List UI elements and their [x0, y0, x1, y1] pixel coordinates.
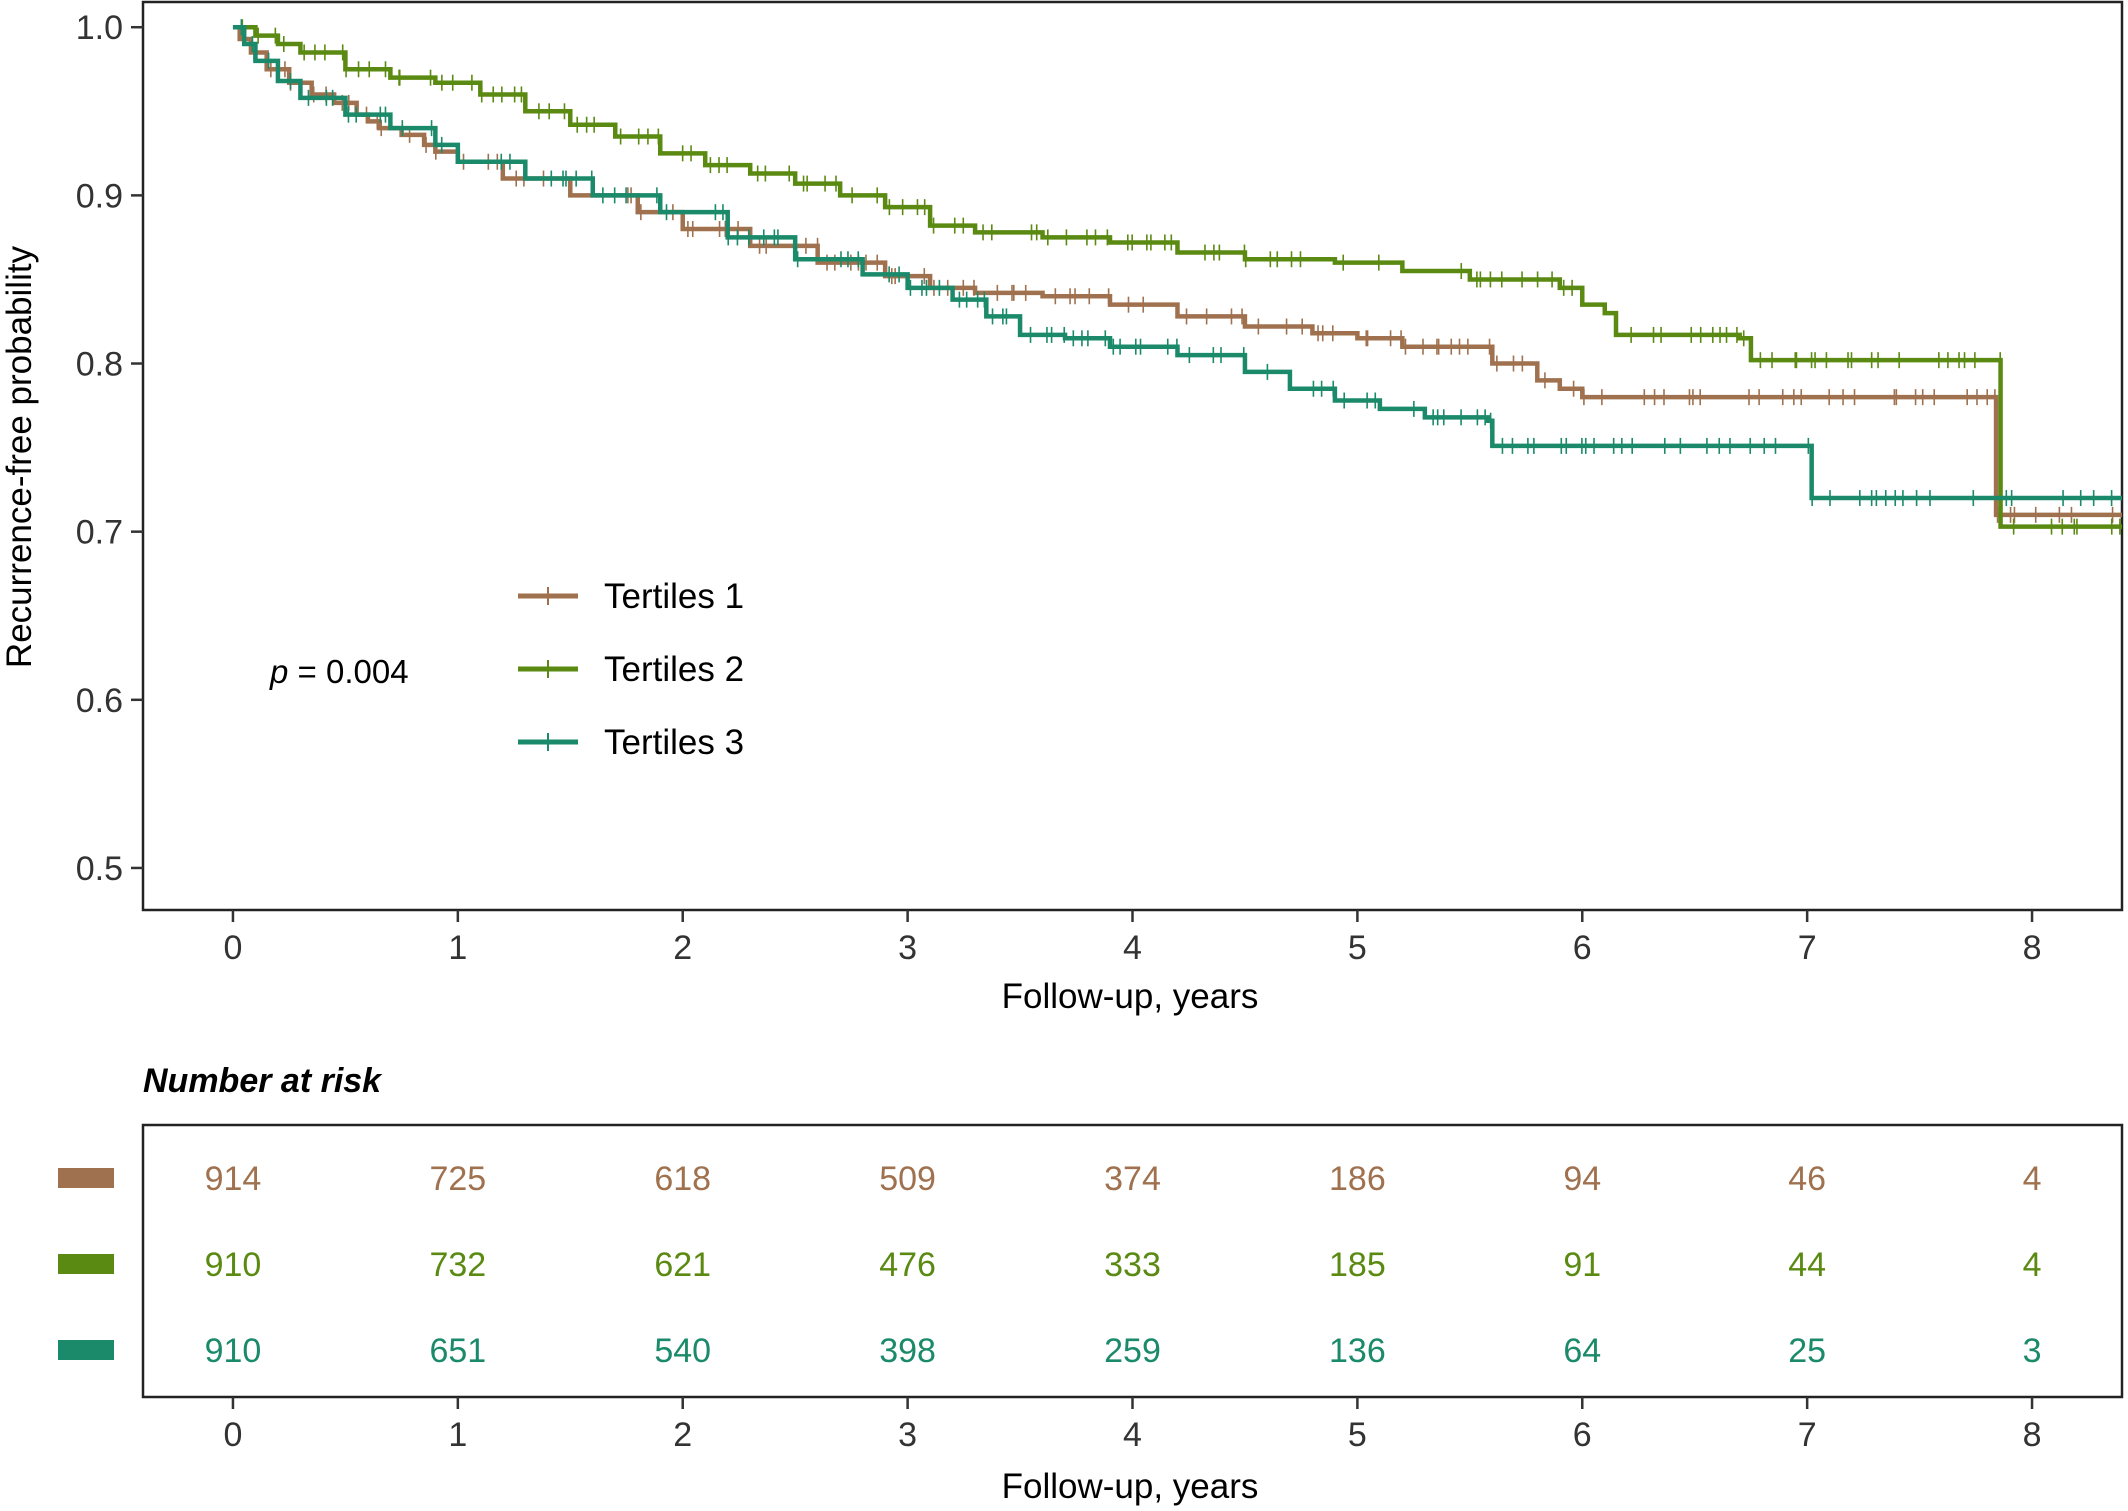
legend-item-3: Tertiles 3	[518, 723, 744, 762]
y-axis: 0.5 0.6 0.7 0.8 0.9 1.0	[76, 9, 143, 888]
p-symbol: p	[269, 653, 288, 690]
x-tick-label-3: 3	[898, 929, 917, 967]
x-tick-label-0: 0	[223, 929, 242, 967]
risk-value: 374	[1104, 1160, 1161, 1198]
risk-x-tick-label-8: 8	[2023, 1416, 2042, 1454]
risk-value: 186	[1329, 1160, 1386, 1198]
legend-label-3: Tertiles 3	[604, 723, 744, 762]
risk-value: 540	[654, 1332, 711, 1370]
y-tick-label-4: 0.9	[76, 177, 123, 215]
x-axis-title: Follow-up, years	[1002, 977, 1259, 1016]
risk-table-border	[141, 1123, 2124, 1399]
x-tick-label-2: 2	[673, 929, 692, 967]
risk-value: 3	[2023, 1332, 2042, 1370]
risk-value: 914	[205, 1160, 262, 1198]
legend-label-1: Tertiles 1	[604, 577, 744, 616]
risk-x-tick-label-7: 7	[1798, 1416, 1817, 1454]
risk-x-tick-label-4: 4	[1123, 1416, 1142, 1454]
curve-3	[232, 19, 2122, 507]
risk-table-title: Number at risk	[143, 1062, 383, 1100]
legend-item-2: Tertiles 2	[518, 650, 744, 689]
censor-marks-2	[241, 19, 2121, 535]
risk-value: 25	[1788, 1332, 1826, 1370]
x-tick-label-4: 4	[1123, 929, 1142, 967]
risk-value: 910	[205, 1332, 262, 1370]
x-tick-label-1: 1	[448, 929, 467, 967]
risk-value: 46	[1788, 1160, 1826, 1198]
risk-value: 4	[2023, 1160, 2042, 1198]
risk-row-2: 910 732 621 476 333 185 91 44 4	[58, 1246, 2042, 1284]
risk-value: 136	[1329, 1332, 1386, 1370]
y-tick-label-3: 0.8	[76, 346, 123, 384]
risk-x-tick-label-5: 5	[1348, 1416, 1367, 1454]
legend-item-1: Tertiles 1	[518, 577, 744, 616]
risk-row-key-1	[58, 1168, 114, 1188]
p-value-annotation: p = 0.004	[269, 653, 409, 690]
risk-value: 44	[1788, 1246, 1826, 1284]
curve-line-2	[232, 24, 2122, 529]
x-tick-label-8: 8	[2023, 929, 2042, 967]
curve-2	[232, 19, 2122, 535]
risk-value: 725	[429, 1160, 486, 1198]
p-value: = 0.004	[288, 653, 408, 690]
risk-value: 651	[429, 1332, 486, 1370]
x-tick-label-7: 7	[1798, 929, 1817, 967]
risk-value: 94	[1563, 1160, 1601, 1198]
risk-value: 333	[1104, 1246, 1161, 1284]
censor-marks-1	[253, 44, 2114, 523]
risk-value: 4	[2023, 1246, 2042, 1284]
risk-value: 732	[429, 1246, 486, 1284]
risk-x-axis-title: Follow-up, years	[1002, 1467, 1259, 1506]
risk-x-tick-label-6: 6	[1573, 1416, 1592, 1454]
risk-value: 91	[1563, 1246, 1601, 1284]
censor-marks-3	[240, 19, 2113, 507]
risk-value: 185	[1329, 1246, 1386, 1284]
risk-x-tick-label-3: 3	[898, 1416, 917, 1454]
curve-line-3	[232, 24, 2122, 501]
risk-value: 618	[654, 1160, 711, 1198]
risk-value: 509	[879, 1160, 936, 1198]
y-axis-title: Recurrence-free probability	[0, 245, 39, 668]
risk-x-tick-label-0: 0	[223, 1416, 242, 1454]
survival-plot: 0.5 0.6 0.7 0.8 0.9 1.0 0 1 2 3 4 5 6 7 8 Recurrence-…	[0, 0, 2124, 1016]
y-tick-label-5: 1.0	[76, 9, 123, 47]
y-tick-label-2: 0.7	[76, 514, 123, 552]
y-tick-label-1: 0.6	[76, 682, 123, 720]
survival-curves	[232, 19, 2122, 535]
legend: Tertiles 1 Tertiles 2 Tertiles 3	[518, 577, 744, 762]
plot-panel-border	[141, 0, 2124, 912]
y-tick-label-0: 0.5	[76, 850, 123, 888]
x-axis: 0 1 2 3 4 5 6 7 8	[223, 910, 2042, 967]
risk-value: 910	[205, 1246, 262, 1284]
risk-x-tick-label-2: 2	[673, 1416, 692, 1454]
x-tick-label-5: 5	[1348, 929, 1367, 967]
risk-x-axis: 0 1 2 3 4 5 6 7 8	[223, 1397, 2042, 1454]
x-tick-label-6: 6	[1573, 929, 1592, 967]
risk-table: Number at risk 914 725 618 509 374 186 94 46 491…	[58, 1062, 2124, 1506]
legend-label-2: Tertiles 2	[604, 650, 744, 689]
risk-value: 259	[1104, 1332, 1161, 1370]
risk-row-3: 910 651 540 398 259 136 64 25 3	[58, 1332, 2042, 1370]
risk-x-tick-label-1: 1	[448, 1416, 467, 1454]
risk-row-key-2	[58, 1254, 114, 1274]
risk-value: 64	[1563, 1332, 1601, 1370]
risk-row-key-3	[58, 1340, 114, 1360]
risk-value: 398	[879, 1332, 936, 1370]
risk-value: 621	[654, 1246, 711, 1284]
risk-value: 476	[879, 1246, 936, 1284]
risk-row-1: 914 725 618 509 374 186 94 46 4	[58, 1160, 2042, 1198]
